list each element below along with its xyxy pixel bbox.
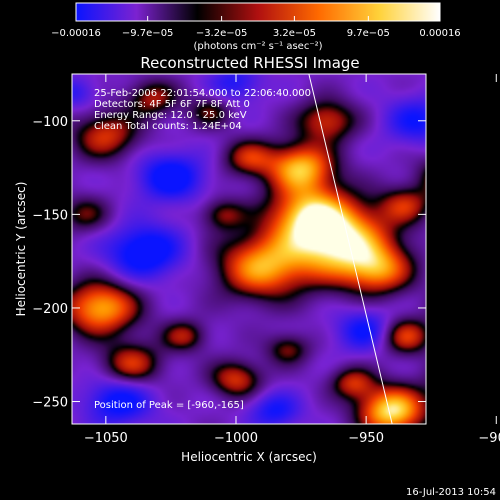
- colorbar-tick-label: 9.7e−05: [347, 28, 390, 39]
- timestamp-label: 16-Jul-2013 10:54: [406, 487, 496, 498]
- info-line: 25-Feb-2006 22:01:54.000 to 22:06:40.000: [94, 88, 311, 99]
- heatmap-image: [72, 74, 426, 424]
- axis-ticks: −1050 −1000 −950 −900 −100 −150 −200 −250: [32, 74, 500, 446]
- y-tick-label: −150: [32, 208, 68, 223]
- plot-area: −1050 −1000 −950 −900 −100 −150 −200 −250: [32, 73, 500, 446]
- x-axis-label: Heliocentric X (arcsec): [181, 450, 317, 464]
- colorbar-tick-label: 3.2e−05: [273, 28, 316, 39]
- x-tick-label: −1050: [84, 431, 128, 446]
- colorbar-ticks: −0.00016 −9.7e−05 −3.2e−05 3.2e−05 9.7e−05 0.…: [51, 16, 461, 39]
- colorbar-tick-label: −3.2e−05: [196, 28, 248, 39]
- peak-position-label: Position of Peak = [-960,-165]: [94, 400, 244, 411]
- plot-frame: [71, 73, 427, 425]
- colorbar-gradient: [75, 2, 441, 22]
- info-line: Clean Total counts: 1.24E+04: [94, 121, 242, 132]
- info-line: Detectors: 4F 5F 6F 7F 8F Att 0: [94, 99, 250, 110]
- info-line: Energy Range: 12.0 - 25.0 keV: [94, 110, 247, 121]
- colorbar-units-label: (photons cm⁻² s⁻¹ asec⁻²): [193, 41, 322, 52]
- colorbar-tick-label: −9.7e−05: [122, 28, 174, 39]
- y-tick-label: −100: [32, 115, 68, 130]
- y-axis-label: Heliocentric Y (arcsec): [14, 182, 28, 317]
- x-tick-label: −950: [348, 431, 384, 446]
- colorbar-tick-label: 0.00016: [419, 28, 460, 39]
- colorbar: −0.00016 −9.7e−05 −3.2e−05 3.2e−05 9.7e−05 0.…: [51, 2, 461, 52]
- chart-title: Reconstructed RHESSI Image: [140, 54, 359, 72]
- x-tick-label: −1000: [214, 431, 258, 446]
- info-text-block: 25-Feb-2006 22:01:54.000 to 22:06:40.000…: [94, 88, 311, 132]
- x-tick-label: −900: [478, 431, 500, 446]
- y-tick-label: −200: [32, 302, 68, 317]
- colorbar-tick-label: −0.00016: [51, 28, 101, 39]
- y-tick-label: −250: [32, 396, 68, 411]
- solar-limb-line: [308, 74, 393, 424]
